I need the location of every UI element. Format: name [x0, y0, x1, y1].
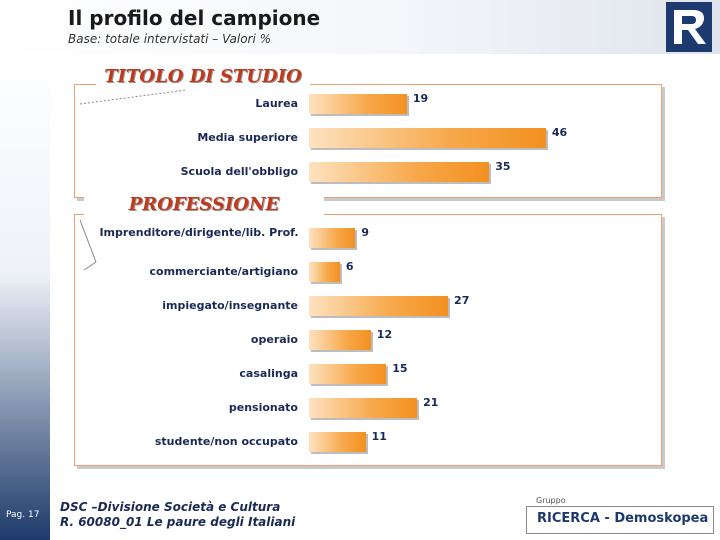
- bar: [309, 330, 371, 350]
- category-label: operaio: [250, 333, 298, 346]
- value-label: 11: [371, 430, 387, 443]
- bar: [309, 364, 387, 384]
- bar: [309, 94, 407, 114]
- bar: [309, 128, 546, 148]
- chart-title-education: TITOLO DI STUDIO: [96, 66, 310, 90]
- value-label: 27: [454, 294, 470, 307]
- sidebar: [0, 54, 50, 540]
- category-label: Scuola dell'obbligo: [180, 165, 298, 178]
- bar: [309, 262, 340, 282]
- value-label: 35: [495, 160, 511, 173]
- header: Il profilo del campione Base: totale int…: [0, 0, 720, 54]
- category-label: impiegato/insegnante: [162, 299, 298, 312]
- company-logo: [666, 2, 712, 52]
- value-label: 15: [392, 362, 408, 375]
- value-label: 6: [345, 260, 354, 273]
- page-number: Pag. 17: [6, 510, 40, 520]
- value-label: 46: [551, 126, 568, 139]
- bar: [309, 398, 418, 418]
- value-label: 9: [361, 226, 369, 239]
- category-label: Media superiore: [197, 131, 298, 144]
- bar: [309, 296, 449, 316]
- brand-logo: Gruppo RICERCA - Demoskopea: [524, 496, 714, 536]
- value-label: 12: [376, 328, 393, 341]
- brand-group-label: Gruppo: [536, 496, 566, 505]
- value-label: 19: [412, 92, 429, 105]
- category-label: Imprenditore/dirigente/lib. Prof.: [99, 226, 299, 239]
- category-label: casalinga: [239, 367, 298, 380]
- category-label: Laurea: [255, 97, 298, 110]
- category-label: commerciante/artigiano: [149, 265, 299, 278]
- value-label: 21: [423, 396, 439, 409]
- brand-name: RICERCA - Demoskopea: [537, 511, 709, 526]
- footer-text: DSC –Divisione Società e Cultura R. 6008…: [60, 500, 295, 530]
- footer-line-1: DSC –Divisione Società e Cultura: [60, 500, 281, 514]
- bar: [309, 228, 356, 248]
- brand-box: RICERCA - Demoskopea: [526, 506, 714, 534]
- page-title: Il profilo del campione: [68, 6, 321, 30]
- page-subtitle: Base: totale intervistati – Valori %: [68, 32, 272, 46]
- bar: [309, 162, 490, 182]
- category-label: studente/non occupato: [154, 435, 298, 448]
- footer-line-2: R. 60080_01 Le paure degli Italiani: [60, 515, 296, 529]
- category-label: pensionato: [228, 401, 298, 414]
- chart-title-profession: PROFESSIONE: [84, 194, 324, 220]
- bar: [309, 432, 366, 452]
